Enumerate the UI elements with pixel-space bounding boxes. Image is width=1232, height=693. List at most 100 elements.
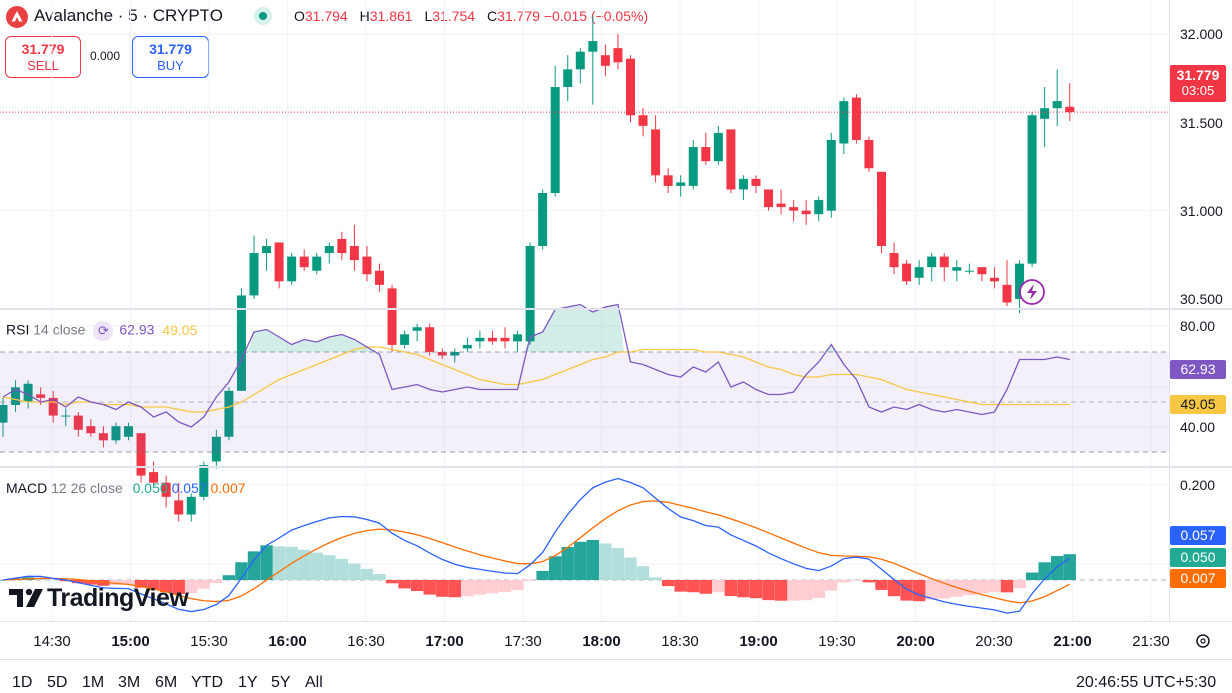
candle-body xyxy=(299,256,309,268)
candle-body xyxy=(98,433,108,441)
macd-histogram-bar xyxy=(636,566,650,580)
chart-canvas[interactable] xyxy=(0,0,1232,660)
candle-body xyxy=(337,238,347,254)
macd-value: 0.057 xyxy=(171,480,207,496)
timeframe-button-5y[interactable]: 5Y xyxy=(271,674,291,691)
candle-body xyxy=(738,178,748,190)
macd-histogram-bar xyxy=(988,580,1001,593)
symbol-title[interactable]: Avalanche · 5 · CRYPTO xyxy=(34,6,223,25)
candle-body xyxy=(638,115,648,126)
macd-histogram-bar xyxy=(260,545,273,580)
candle-body xyxy=(902,263,912,282)
timeframe-button-5d[interactable]: 5D xyxy=(47,674,68,691)
lightning-icon[interactable] xyxy=(1019,279,1045,305)
macd-histogram-bar xyxy=(925,580,938,600)
candle-body xyxy=(111,426,121,441)
macd-signal-tag: 0.007 xyxy=(1170,569,1226,588)
macd-histogram-bar xyxy=(410,580,424,592)
candle-body xyxy=(412,327,422,331)
time-axis-label: 19:00 xyxy=(739,633,778,650)
timeframe-button-ytd[interactable]: YTD xyxy=(191,674,223,691)
time-axis-label: 17:30 xyxy=(504,633,542,650)
rsi-axis-label: 80.00 xyxy=(1180,318,1216,334)
sell-button[interactable]: 31.779 SELL xyxy=(5,36,81,78)
macd-value-tag: 0.057 xyxy=(1170,526,1226,545)
candle-body xyxy=(475,337,485,342)
buy-button[interactable]: 31.779 BUY xyxy=(132,36,209,78)
candle-body xyxy=(362,256,372,275)
timeframe-button-1d[interactable]: 1D xyxy=(12,674,33,691)
candle-body xyxy=(211,436,221,462)
candle-body xyxy=(789,207,799,211)
macd-histogram-bar xyxy=(712,580,725,593)
rsi-legend[interactable]: RSI 14 close ⟳ 62.93 49.05 xyxy=(6,321,197,341)
time-axis-label: 16:00 xyxy=(268,633,307,650)
timeframe-button-all[interactable]: All xyxy=(305,674,323,691)
candles-series xyxy=(0,16,1075,522)
macd-histogram-bar xyxy=(649,577,662,580)
macd-histogram-bar xyxy=(197,580,210,589)
rsi-ma-value: 49.05 xyxy=(162,321,198,338)
open-label: O xyxy=(294,8,305,24)
macd-line xyxy=(2,477,1071,614)
time-axis-label: 21:00 xyxy=(1053,633,1092,650)
timeframe-button-6m[interactable]: 6M xyxy=(155,674,178,691)
candle-body xyxy=(36,394,46,398)
candle-body xyxy=(73,415,83,430)
macd-signal-line xyxy=(2,500,1071,604)
buy-price: 31.779 xyxy=(149,41,192,57)
last-price-value: 31.779 xyxy=(1176,67,1220,83)
high-label: H xyxy=(359,8,370,24)
macd-histogram-bar xyxy=(122,580,135,585)
candle-body xyxy=(701,147,711,162)
candle-body xyxy=(186,496,196,515)
macd-histogram-bar xyxy=(1063,554,1076,580)
rsi-ma-tag: 49.05 xyxy=(1170,395,1226,414)
candle-body xyxy=(149,472,159,483)
candle-body xyxy=(1015,263,1025,299)
time-axis-label: 19:30 xyxy=(818,633,856,650)
sell-price: 31.779 xyxy=(21,41,65,57)
candle-body xyxy=(626,58,635,116)
macd-params: 12 26 close xyxy=(51,480,123,496)
timeframe-button-1y[interactable]: 1Y xyxy=(238,674,258,691)
macd-histogram-bar xyxy=(975,580,989,594)
tradingview-watermark[interactable]: TradingView xyxy=(9,584,189,613)
candle-body xyxy=(839,101,849,144)
macd-histogram-bar xyxy=(549,556,562,580)
macd-histogram-bar xyxy=(1000,580,1014,593)
candle-body xyxy=(889,253,899,268)
macd-histogram-bar xyxy=(360,568,374,580)
clock-timezone[interactable]: 20:46:55 UTC+5:30 xyxy=(1076,674,1217,691)
macd-histogram-bar xyxy=(574,541,587,580)
macd-histogram-bar xyxy=(737,580,750,598)
refresh-icon[interactable]: ⟳ xyxy=(93,321,114,341)
candle-body xyxy=(1002,284,1012,303)
candle-body xyxy=(538,192,548,246)
macd-histogram-bar xyxy=(272,546,286,580)
candle-body xyxy=(1040,108,1050,119)
candle-body xyxy=(613,48,623,63)
timeframe-button-1m[interactable]: 1M xyxy=(82,674,105,691)
macd-histogram-bar xyxy=(298,549,311,580)
settings-gear-icon[interactable] xyxy=(1196,634,1210,648)
time-axis-label: 18:30 xyxy=(661,633,699,650)
candle-body xyxy=(375,270,384,285)
macd-histogram-bar xyxy=(461,580,474,597)
macd-histogram-bar xyxy=(699,580,712,594)
macd-histogram-bar xyxy=(1051,556,1064,580)
candle-body xyxy=(312,256,322,271)
candle-body xyxy=(927,256,937,268)
price-axis-label: 32.000 xyxy=(1180,26,1223,42)
candle-body xyxy=(688,147,698,186)
price-axis-label: 31.000 xyxy=(1180,203,1223,219)
timeframe-button-3m[interactable]: 3M xyxy=(118,674,141,691)
candle-body xyxy=(1027,115,1037,264)
market-status-icon[interactable] xyxy=(254,7,272,25)
macd-histogram-bar xyxy=(687,580,700,593)
spread-value: 0.000 xyxy=(90,49,121,63)
time-axis-label: 14:30 xyxy=(33,633,71,650)
macd-legend[interactable]: MACD 12 26 close 0.050 0.057 0.007 xyxy=(6,480,246,496)
open-value: 31.794 xyxy=(304,8,348,24)
macd-histogram-bar xyxy=(536,570,549,580)
